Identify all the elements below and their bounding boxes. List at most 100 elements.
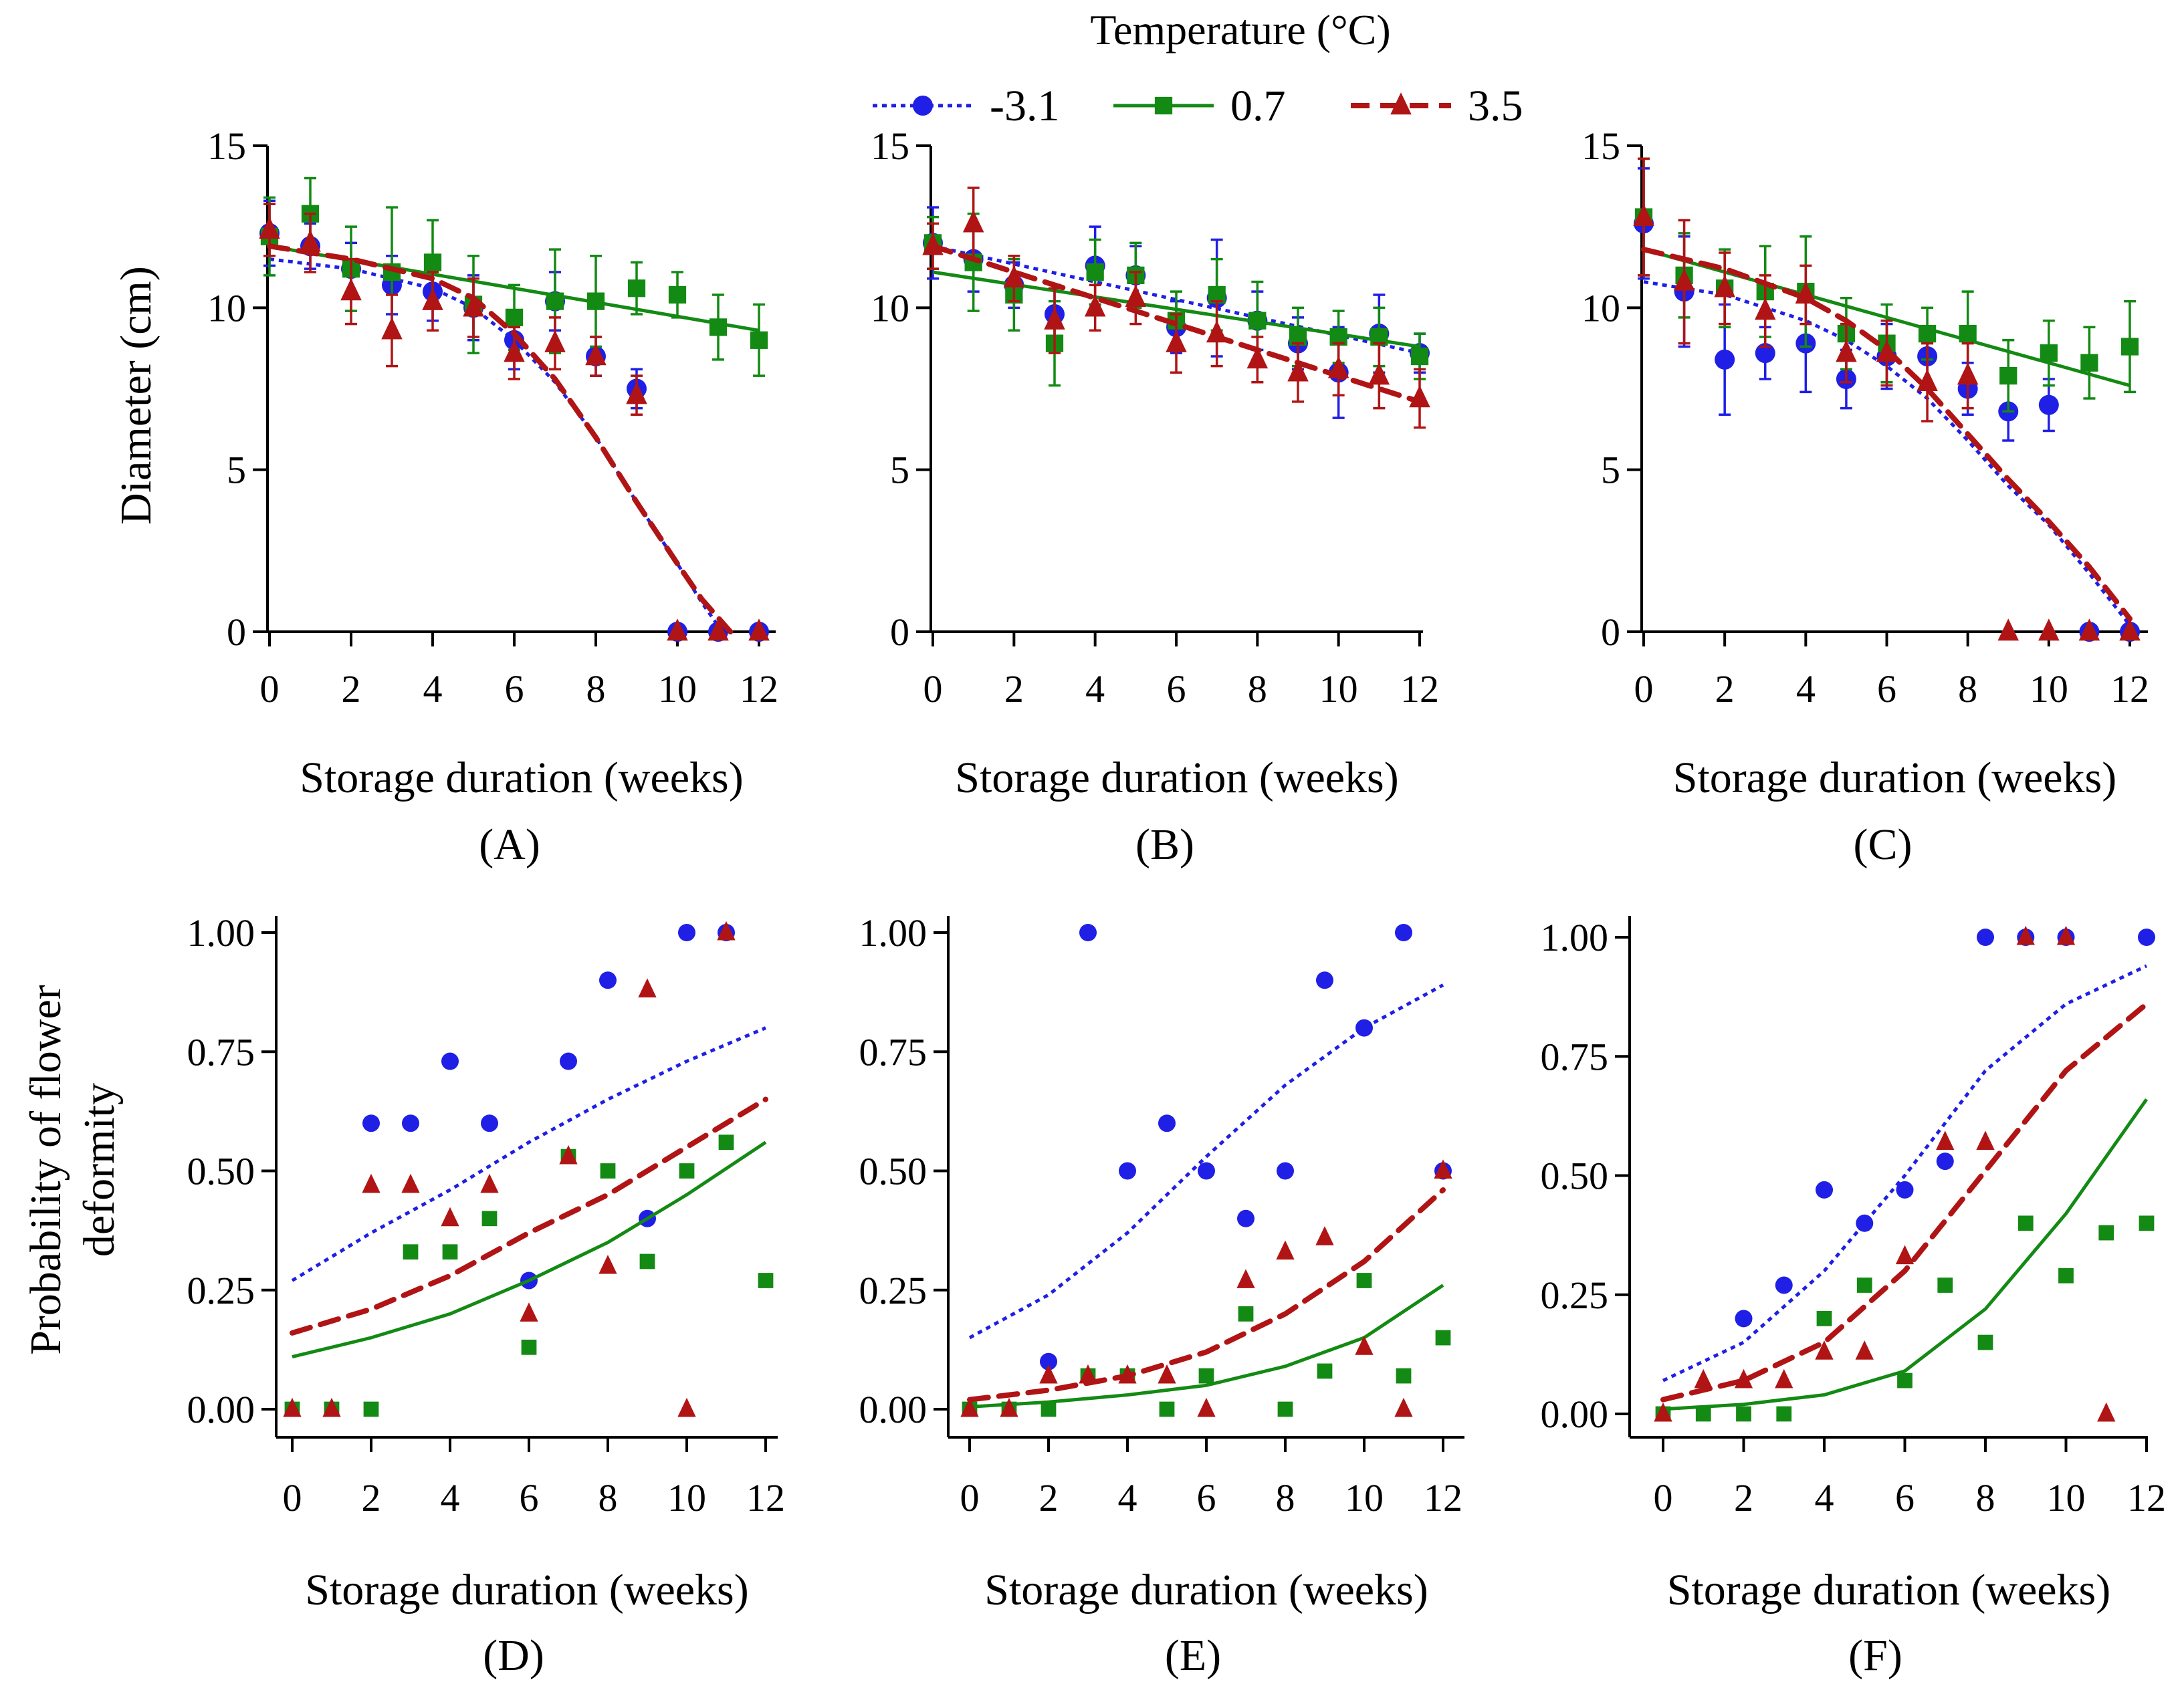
x-tick-label: 0: [960, 1476, 980, 1520]
x-tick-label: 6: [1877, 667, 1896, 711]
data-point: [1410, 347, 1429, 366]
data-point: [1044, 307, 1065, 330]
data-point: [1084, 294, 1106, 317]
data-point: [1197, 1397, 1216, 1417]
data-point: [1276, 1240, 1295, 1260]
x-axis-title: Storage duration (weeks): [300, 753, 743, 802]
data-point: [442, 1244, 458, 1260]
data-point: [639, 1253, 655, 1270]
y-tick-label: 0: [227, 610, 246, 654]
x-tick-label: 10: [667, 1476, 706, 1520]
data-point: [1917, 369, 1938, 392]
chart-panel-f: 0.00 0.25 0.50 0.75 1.00 0 2 4 6 8 10 12 Storage dur…: [1541, 916, 2166, 1680]
x-tick-label: 6: [1197, 1476, 1216, 1520]
data-point: [1896, 1181, 1914, 1199]
data-point: [403, 1244, 419, 1260]
fit-curve: [968, 983, 1444, 1340]
panel-caption: (C): [1854, 820, 1913, 869]
legend-label: 3.5: [1468, 82, 1523, 130]
data-point: [1897, 1372, 1913, 1388]
legend-marker-triangle: [1390, 92, 1412, 115]
x-tick-label: 2: [362, 1476, 381, 1520]
data-point: [2017, 1215, 2034, 1231]
x-tick-label: 6: [1895, 1476, 1915, 1520]
data-point: [2056, 925, 2076, 945]
data-point: [521, 1339, 537, 1355]
legend-entry-2: 0.7: [1113, 82, 1286, 130]
data-point: [2038, 394, 2059, 415]
x-tick-label: 0: [1634, 667, 1654, 711]
data-point: [1976, 1130, 1995, 1151]
data-point: [1118, 1364, 1137, 1384]
data-point: [2139, 1215, 2155, 1231]
data-point: [678, 924, 695, 941]
x-tick-label: 10: [1319, 667, 1358, 711]
data-point: [1856, 1278, 1872, 1293]
fit-curve: [267, 243, 734, 634]
data-point: [1959, 324, 1977, 343]
data-point: [1815, 1340, 1834, 1360]
data-point: [1000, 1397, 1018, 1417]
panel-caption: (F): [1848, 1631, 1902, 1680]
data-point: [718, 1134, 734, 1151]
fit-curve: [1660, 1001, 2149, 1403]
data-point: [1238, 1306, 1254, 1322]
series--3.1: [1634, 167, 2140, 642]
data-point: [1918, 324, 1937, 343]
x-tick-label: 6: [505, 667, 524, 711]
x-tick-label: 0: [260, 667, 280, 711]
legend-entry-3: 3.5: [1351, 82, 1523, 130]
y-tick-label: 5: [227, 449, 246, 492]
data-point: [363, 1401, 379, 1417]
y-tick-label: 10: [207, 286, 246, 330]
series--3.1: [291, 924, 766, 1290]
series-3.5: [283, 921, 768, 1417]
data-point: [1198, 1368, 1214, 1384]
y-tick-label: 0.75: [187, 1030, 255, 1074]
data-point: [1277, 1401, 1293, 1417]
data-point: [423, 253, 442, 271]
x-tick-label: 0: [283, 1476, 302, 1520]
x-axis-title: Storage duration (weeks): [955, 753, 1398, 802]
y-tick-label: 0.25: [187, 1269, 255, 1312]
data-point: [2098, 1225, 2114, 1241]
data-point: [1715, 349, 1735, 370]
data-point: [1977, 929, 1994, 946]
data-point: [1166, 330, 1187, 352]
x-tick-label: 8: [598, 1476, 618, 1520]
data-point: [2016, 925, 2035, 945]
data-point: [1396, 1368, 1412, 1384]
legend-title: Temperature (°C): [1090, 6, 1390, 53]
data-point: [1876, 340, 1898, 362]
panel-caption: (D): [483, 1631, 544, 1680]
data-point: [677, 1397, 696, 1417]
data-point: [1694, 1368, 1713, 1388]
x-tick-label: 8: [1958, 667, 1977, 711]
data-point: [960, 1397, 979, 1417]
data-point: [922, 233, 944, 255]
x-tick-label: 8: [1248, 667, 1267, 711]
y-tick-label: 5: [890, 449, 909, 492]
x-tick-label: 12: [1400, 667, 1439, 711]
legend-label: -3.1: [990, 82, 1059, 130]
fit-curve: [291, 1026, 766, 1282]
data-point: [2078, 618, 2100, 641]
data-point: [1937, 1278, 1953, 1293]
data-point: [1736, 1406, 1751, 1422]
data-point: [962, 210, 984, 233]
series-3.5: [259, 203, 770, 641]
x-tick-label: 4: [1118, 1476, 1137, 1520]
fit-curve: [1662, 1098, 2149, 1411]
data-point: [1315, 1226, 1334, 1245]
x-tick-label: 4: [423, 667, 443, 711]
x-tick-label: 0: [923, 667, 943, 711]
data-point: [1633, 203, 1654, 226]
x-axis-title: Storage duration (weeks): [1667, 1566, 2110, 1614]
data-point: [340, 278, 362, 301]
data-point: [283, 1397, 302, 1417]
series-3.5: [922, 187, 1430, 429]
series--3.1: [259, 199, 769, 642]
data-point: [1695, 1406, 1711, 1422]
